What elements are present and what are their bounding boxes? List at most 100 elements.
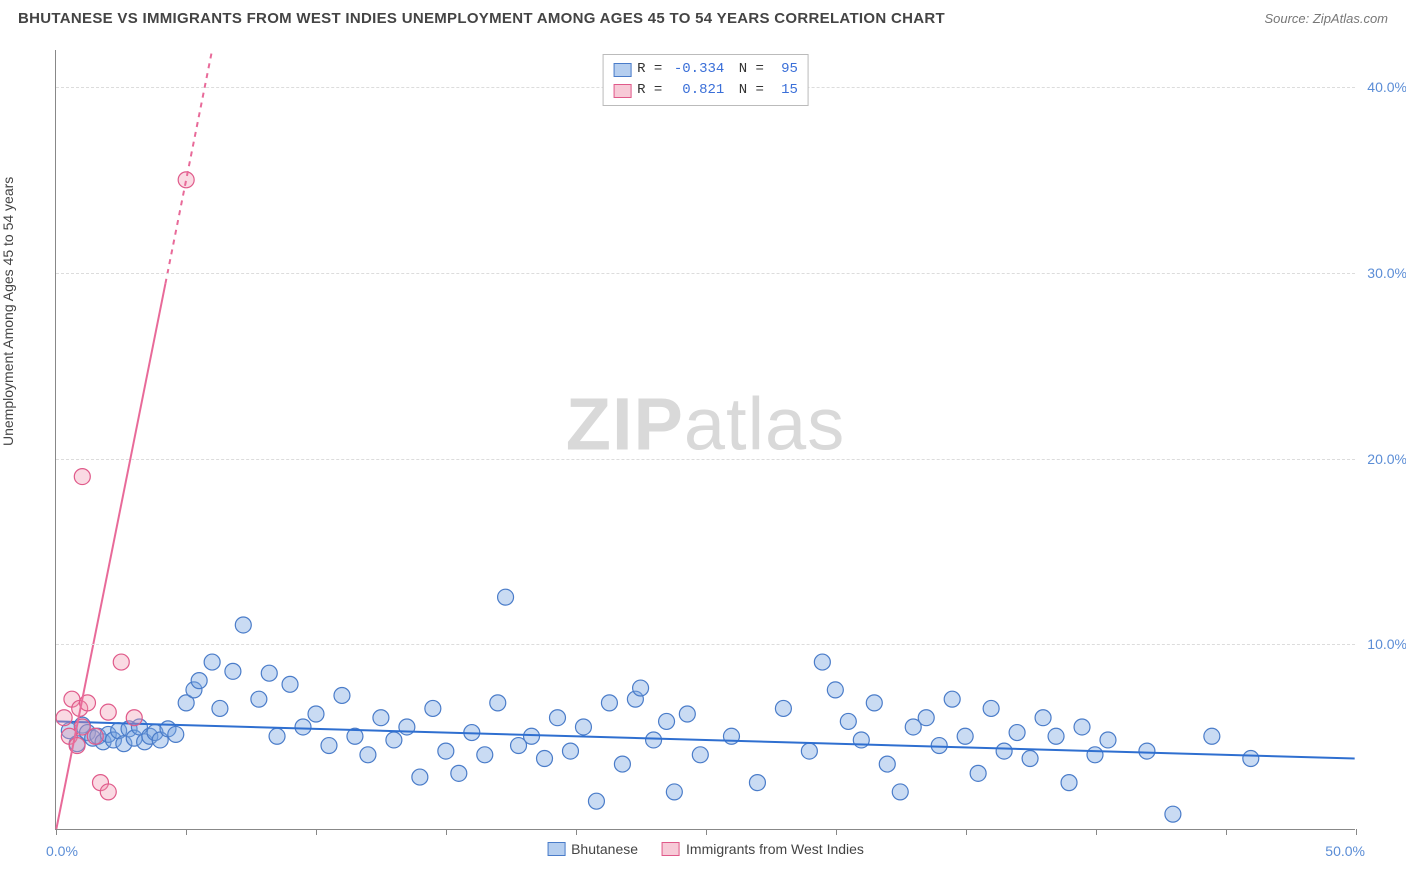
data-point [827,682,843,698]
x-origin-label: 0.0% [46,843,78,859]
chart-title: BHUTANESE VS IMMIGRANTS FROM WEST INDIES… [18,10,945,27]
legend-row-blue: R = -0.334 N = 95 [613,59,798,80]
data-point [386,732,402,748]
data-point [225,663,241,679]
legend-n-label: N = [730,80,764,101]
source-label: Source: ZipAtlas.com [1264,11,1388,26]
title-bar: BHUTANESE VS IMMIGRANTS FROM WEST INDIES… [18,10,1388,27]
data-point [918,710,934,726]
data-point [204,654,220,670]
data-point [1074,719,1090,735]
data-point [74,469,90,485]
data-point [601,695,617,711]
data-point [191,673,207,689]
data-point [87,728,103,744]
x-tick [836,829,837,835]
data-point [1243,751,1259,767]
data-point [373,710,389,726]
data-point [666,784,682,800]
data-point [498,589,514,605]
swatch-blue [547,842,565,856]
x-tick [446,829,447,835]
data-point [100,704,116,720]
data-point [168,726,184,742]
data-point [56,710,72,726]
data-point [360,747,376,763]
swatch-blue [613,63,631,77]
data-point [212,700,228,716]
x-tick [56,829,57,835]
data-point [1061,775,1077,791]
data-point [490,695,506,711]
data-point [178,172,194,188]
data-point [1022,751,1038,767]
y-tick-label: 30.0% [1367,265,1406,281]
data-point [126,710,142,726]
data-point [866,695,882,711]
legend-r-value-blue: -0.334 [668,59,724,80]
data-point [235,617,251,633]
data-point [308,706,324,722]
x-tick [966,829,967,835]
data-point [646,732,662,748]
data-point [1087,747,1103,763]
data-point [425,700,441,716]
legend-correlation-box: R = -0.334 N = 95 R = 0.821 N = 15 [602,54,809,106]
data-point [588,793,604,809]
data-point [251,691,267,707]
legend-label-blue: Bhutanese [571,841,638,857]
x-tick [576,829,577,835]
legend-r-label: R = [637,59,662,80]
data-point [970,765,986,781]
data-point [659,713,675,729]
data-point [321,738,337,754]
data-point [957,728,973,744]
data-point [1048,728,1064,744]
gridline-h [56,644,1355,645]
data-point [983,700,999,716]
gridline-h [56,273,1355,274]
data-point [537,751,553,767]
gridline-h [56,459,1355,460]
x-tick [186,829,187,835]
data-point [892,784,908,800]
trend-line [165,50,212,284]
x-tick [1356,829,1357,835]
data-point [113,654,129,670]
y-tick-label: 40.0% [1367,79,1406,95]
data-point [1009,725,1025,741]
data-point [438,743,454,759]
legend-r-value-pink: 0.821 [668,80,724,101]
y-tick-label: 10.0% [1367,636,1406,652]
data-point [451,765,467,781]
data-point [295,719,311,735]
legend-r-label: R = [637,80,662,101]
scatter-svg [56,50,1355,829]
data-point [1100,732,1116,748]
y-tick-label: 20.0% [1367,451,1406,467]
data-point [633,680,649,696]
x-tick [706,829,707,835]
data-point [614,756,630,772]
data-point [679,706,695,722]
data-point [996,743,1012,759]
data-point [412,769,428,785]
data-point [261,665,277,681]
data-point [749,775,765,791]
x-tick [1096,829,1097,835]
data-point [840,713,856,729]
data-point [1165,806,1181,822]
x-tick [1226,829,1227,835]
data-point [814,654,830,670]
legend-label-pink: Immigrants from West Indies [686,841,864,857]
legend-item-pink: Immigrants from West Indies [662,841,864,857]
x-tick [316,829,317,835]
data-point [801,743,817,759]
data-point [575,719,591,735]
data-point [1204,728,1220,744]
data-point [550,710,566,726]
legend-bottom: Bhutanese Immigrants from West Indies [547,841,864,857]
data-point [879,756,895,772]
x-max-label: 50.0% [1325,843,1365,859]
data-point [692,747,708,763]
